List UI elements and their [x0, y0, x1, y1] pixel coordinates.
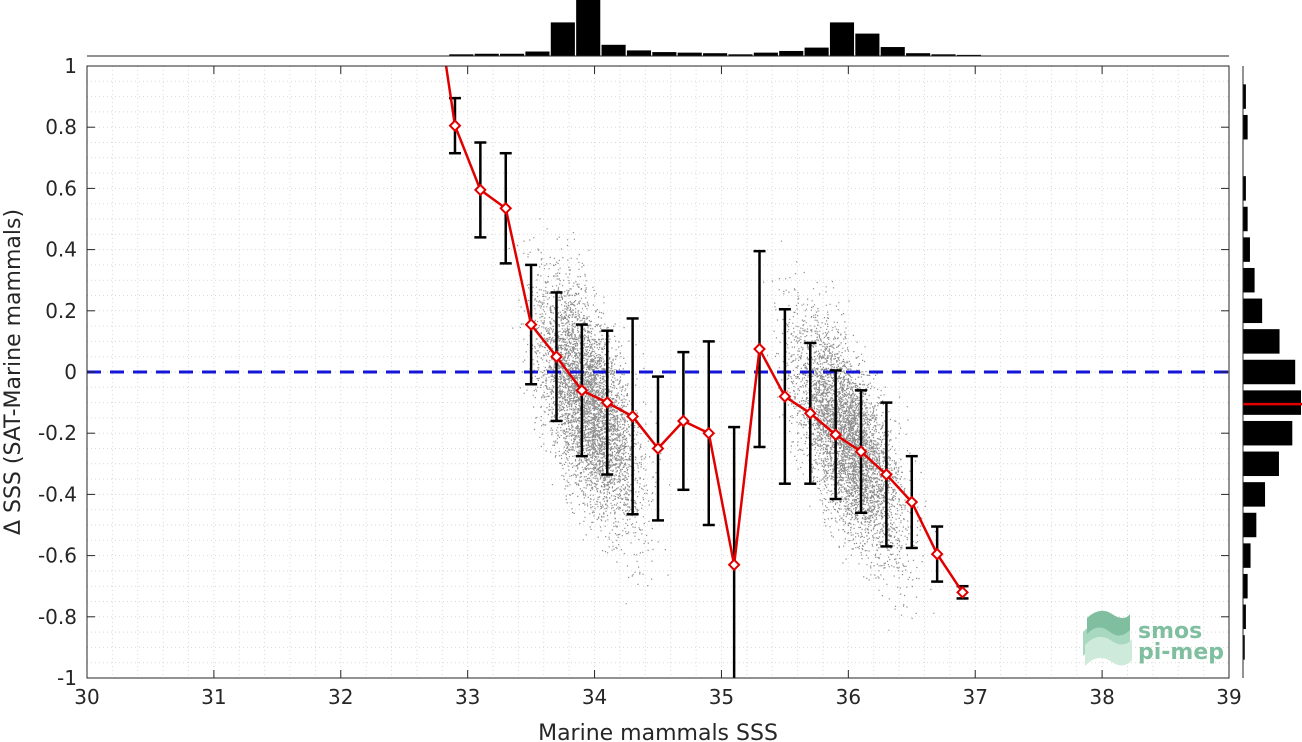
y-histogram-bar [1243, 114, 1248, 140]
x-histogram-bar [474, 53, 499, 56]
x-tick-label: 33 [455, 685, 480, 709]
x-histogram [449, 0, 981, 56]
scatter-points [508, 218, 937, 631]
y-axis-ticks: -1 -0.8 -0.6 -0.4 -0.2 0 0.2 0.4 0.6 0.8 1 [38, 54, 1229, 690]
mean-line [444, 66, 964, 593]
x-tick-label: 32 [328, 685, 353, 709]
logo-line1: smos [1138, 619, 1202, 644]
y-axis-title: Δ SSS (SAT-Marine mammals) [1, 209, 26, 535]
x-histogram-bar [728, 54, 753, 56]
logo-line2: pi-mep [1138, 640, 1224, 665]
binned-mean-markers [448, 119, 969, 599]
y-histogram-bar [1243, 329, 1280, 354]
x-tick-label: 38 [1089, 685, 1114, 709]
y-histogram-bar [1243, 604, 1246, 630]
mean-marker [753, 342, 766, 356]
y-histogram-bar [1243, 390, 1301, 415]
y-tick-label: 0.8 [45, 115, 77, 139]
y-tick-label: -0.6 [38, 544, 77, 568]
x-histogram-bar [500, 53, 525, 56]
y-histogram-bar [1243, 543, 1251, 568]
x-histogram-bar [855, 33, 880, 56]
y-tick-label: -1 [57, 666, 77, 690]
smos-pimep-logo: smos pi-mep [1083, 610, 1224, 666]
y-histogram [1243, 84, 1302, 660]
y-tick-label: -0.2 [38, 421, 77, 445]
x-histogram-bar [601, 44, 626, 56]
y-histogram-bar [1243, 237, 1250, 262]
mean-marker [550, 350, 563, 364]
x-histogram-bar [779, 50, 804, 56]
x-histogram-bar [703, 53, 728, 56]
scatter-cloud [508, 218, 937, 631]
mean-marker [727, 558, 741, 572]
x-tick-label: 37 [962, 685, 987, 709]
x-histogram-bar [525, 51, 550, 56]
x-tick-label: 39 [1216, 685, 1241, 709]
x-histogram-bar [449, 54, 474, 56]
y-histogram-bar [1243, 635, 1245, 660]
y-tick-label: 0.2 [45, 299, 77, 323]
mean-marker [473, 183, 487, 197]
mean-marker [524, 318, 538, 331]
x-tick-label: 35 [709, 685, 734, 709]
x-histogram-bar [677, 52, 702, 56]
y-histogram-bar [1243, 84, 1246, 109]
mean-marker [956, 585, 969, 599]
x-histogram-bar [829, 22, 855, 56]
x-histogram-bar [931, 54, 956, 56]
x-histogram-bar [906, 53, 931, 56]
y-histogram-bar [1243, 267, 1255, 293]
y-tick-label: 1 [64, 54, 77, 78]
y-histogram-bar [1243, 482, 1266, 507]
y-tick-label: -0.4 [38, 482, 77, 506]
y-tick-label: 0.6 [45, 176, 77, 200]
mean-marker [702, 426, 716, 440]
mean-marker [651, 442, 665, 455]
mean-marker [676, 414, 690, 428]
x-histogram-bar [576, 0, 601, 56]
x-histogram-bar [880, 47, 905, 56]
mean-marker [499, 201, 513, 215]
mean-marker [905, 495, 919, 509]
mean-marker [575, 383, 589, 397]
mean-marker [854, 445, 868, 458]
x-tick-label: 34 [582, 685, 607, 709]
x-histogram-bar [652, 52, 677, 56]
y-histogram-bar [1243, 512, 1257, 538]
mean-marker [448, 119, 462, 133]
x-histogram-bar [753, 52, 778, 56]
y-histogram-bar [1243, 298, 1263, 324]
y-tick-label: -0.8 [38, 605, 77, 629]
mean-marker [930, 547, 944, 561]
x-histogram-bar [804, 47, 829, 56]
mean-marker [829, 428, 843, 442]
y-histogram-bar [1243, 451, 1279, 477]
y-histogram-bar [1243, 420, 1293, 446]
x-axis-ticks: 30 31 32 33 34 35 36 37 38 39 [74, 66, 1242, 709]
y-histogram-bar [1243, 176, 1246, 201]
mean-marker [803, 406, 817, 420]
y-histogram-bar [1243, 573, 1248, 599]
mean-marker [879, 468, 893, 481]
y-histogram-bar [1243, 206, 1248, 232]
x-tick-label: 36 [836, 685, 861, 709]
y-tick-label: 0 [64, 360, 77, 384]
x-histogram-bar [626, 50, 652, 56]
mean-marker [778, 390, 792, 403]
mean-marker [626, 409, 640, 423]
binned-mean-series [444, 66, 964, 593]
logo-waves-icon [1083, 610, 1132, 666]
x-histogram-bar [956, 54, 981, 56]
x-histogram-bar [550, 22, 575, 56]
x-tick-label: 31 [201, 685, 226, 709]
x-axis-title: Marine mammals SSS [538, 721, 778, 742]
y-tick-label: 0.4 [45, 238, 77, 262]
x-tick-label: 30 [74, 685, 99, 709]
y-histogram-bar [1243, 359, 1296, 385]
mean-marker [600, 396, 614, 410]
